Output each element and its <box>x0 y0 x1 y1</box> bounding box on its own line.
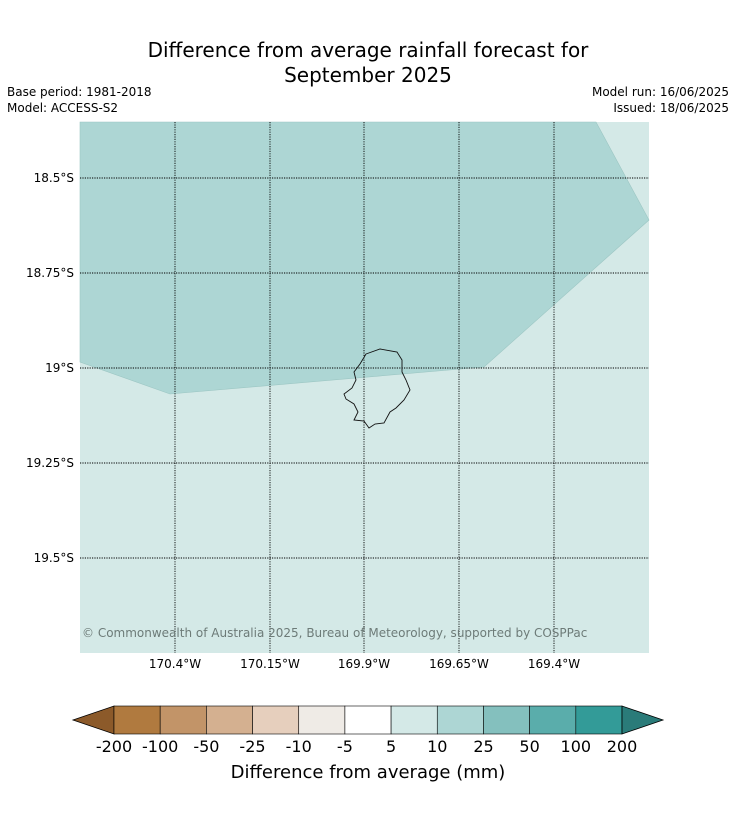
lat-label: 18.5°S <box>33 171 74 185</box>
rainfall-band-high <box>79 121 650 395</box>
lon-label: 169.9°W <box>337 657 391 671</box>
copyright-notice: © Commonwealth of Australia 2025, Bureau… <box>82 626 588 640</box>
colorbar-cell <box>159 705 207 735</box>
colorbar-tick: 5 <box>386 737 397 756</box>
colorbar-tick: -5 <box>336 737 353 756</box>
graticule <box>80 122 649 653</box>
colorbar-tick: 200 <box>606 737 638 756</box>
colorbar-tick: -10 <box>285 737 312 756</box>
island-outline <box>343 348 411 429</box>
colorbar-cell <box>252 705 300 735</box>
colorbar-cell <box>575 705 623 735</box>
lat-label: 19.5°S <box>33 551 74 565</box>
colorbar-tick: 10 <box>427 737 448 756</box>
colorbar <box>71 705 665 735</box>
colorbar-tick: 50 <box>519 737 540 756</box>
lon-label: 170.4°W <box>148 657 202 671</box>
colorbar-cell <box>483 705 530 735</box>
lon-label: 170.15°W <box>240 657 300 671</box>
colorbar-cell <box>344 705 392 735</box>
map-title-line-2: September 2025 <box>284 63 452 87</box>
colorbar-cell <box>206 705 253 735</box>
colorbar-arrow-left <box>71 705 115 735</box>
colorbar-tick: -200 <box>95 737 133 756</box>
issued-date: Issued: 18/06/2025 <box>613 101 729 115</box>
colorbar-cell <box>529 705 577 735</box>
base-period: Base period: 1981-2018 <box>7 85 152 99</box>
model-run: Model run: 16/06/2025 <box>591 85 729 99</box>
map-title-line-1: Difference from average rainfall forecas… <box>147 38 589 62</box>
lat-label: 18.75°S <box>26 266 74 280</box>
lon-label: 169.4°W <box>527 657 581 671</box>
metadata-left: Base period: 1981-2018 Model: ACCESS-S2 <box>7 84 152 116</box>
colorbar-label: Difference from average (mm) <box>230 762 506 783</box>
map-title: Difference from average rainfall forecas… <box>0 38 736 88</box>
colorbar-cell <box>298 705 346 735</box>
colorbar-tick: -100 <box>142 737 179 756</box>
colorbar-cell <box>390 705 438 735</box>
colorbar-tick: -25 <box>239 737 266 756</box>
colorbar-arrow-right <box>621 705 665 735</box>
colorbar-cell <box>436 705 484 735</box>
lat-label: 19°S <box>45 361 74 375</box>
metadata-right: Model run: 16/06/2025 Issued: 18/06/2025 <box>592 84 729 116</box>
colorbar-tick: -50 <box>193 737 220 756</box>
lat-label: 19.25°S <box>26 456 74 470</box>
colorbar-cell <box>113 705 161 735</box>
colorbar-tick: 25 <box>473 737 494 756</box>
colorbar-tick: 100 <box>560 737 592 756</box>
model-name: Model: ACCESS-S2 <box>7 101 119 115</box>
lon-label: 169.65°W <box>429 657 489 671</box>
